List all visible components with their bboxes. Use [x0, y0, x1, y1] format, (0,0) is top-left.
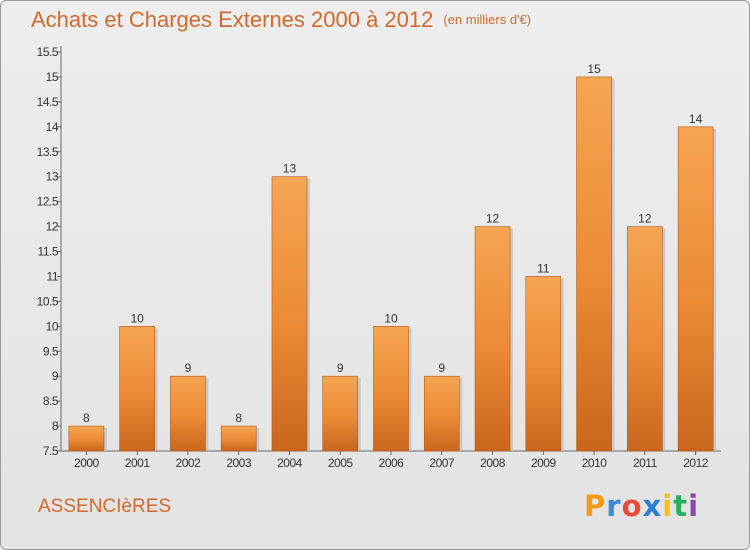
bar-2006 [373, 326, 409, 452]
bar-2003 [220, 425, 257, 452]
x-tick-label: 2006 [379, 456, 405, 470]
value-label: 10 [130, 311, 144, 325]
y-tick-label: 14 [46, 120, 59, 134]
chart-title: Achats et Charges Externes 2000 à 2012 (e… [31, 7, 531, 33]
bar-2004 [271, 176, 308, 452]
x-tick-label: 2012 [683, 456, 709, 470]
y-tick-label: 15.5 [37, 45, 59, 59]
value-label: 12 [638, 212, 652, 226]
logo-letter: x [642, 489, 663, 523]
x-tick-label: 2001 [125, 456, 151, 470]
bar-2012 [677, 126, 714, 452]
y-tick-label: 11 [47, 269, 59, 283]
bar-2010 [576, 76, 612, 452]
y-tick-label: 9.5 [43, 344, 59, 358]
y-tick-label: 8 [52, 419, 59, 433]
logo-letter: o [621, 489, 643, 523]
y-tick-label: 11.5 [38, 245, 59, 259]
value-label: 9 [337, 361, 344, 375]
y-tick-label: 7.5 [43, 444, 59, 458]
x-tick-label: 2011 [633, 456, 658, 470]
bar-2002 [170, 375, 206, 452]
value-label: 9 [438, 361, 445, 375]
y-tick-label: 15 [46, 70, 59, 84]
y-tick-label: 10 [46, 319, 59, 333]
logo-letter: r [606, 489, 622, 523]
logo-letter: P [584, 489, 607, 523]
title-text: Achats et Charges Externes 2000 à 2012 [31, 7, 434, 32]
bar-2011 [627, 226, 663, 452]
bar-2005 [322, 375, 359, 452]
value-label: 12 [486, 212, 500, 226]
bar-2008 [474, 226, 511, 452]
value-label: 8 [235, 411, 242, 425]
y-tick-label: 14.5 [37, 95, 59, 109]
logo-letter: t [673, 489, 689, 523]
x-tick-label: 2007 [429, 456, 455, 470]
y-tick-label: 12.5 [37, 195, 59, 209]
unit-label: (en milliers d'€) [443, 12, 532, 27]
logo-letter: i [662, 489, 674, 523]
x-tick-label: 2002 [176, 456, 202, 470]
bar-2000 [68, 425, 105, 452]
x-tick-label: 2010 [582, 456, 608, 470]
x-tick-label: 2005 [328, 456, 354, 470]
y-tick-label: 10.5 [37, 294, 59, 308]
x-tick-label: 2009 [531, 456, 557, 470]
bar-2007 [423, 375, 460, 452]
y-tick-label: 12 [46, 220, 59, 234]
value-label: 13 [283, 162, 297, 176]
x-tick-label: 2008 [480, 456, 506, 470]
value-label: 11 [537, 261, 550, 275]
value-label: 15 [587, 62, 601, 76]
logo-letter: i [688, 489, 700, 523]
x-tick-label: 2000 [74, 456, 100, 470]
commune-name: ASSENCIèRES [38, 496, 172, 517]
bar-2001 [119, 326, 155, 452]
value-label: 9 [185, 361, 192, 375]
value-label: 8 [83, 411, 90, 425]
y-tick-label: 8.5 [43, 394, 59, 408]
x-tick-label: 2004 [277, 456, 303, 470]
proxiti-logo: Proxiti [584, 489, 699, 523]
bar-2009 [525, 276, 562, 452]
x-tick-label: 2003 [226, 456, 252, 470]
value-label: 14 [689, 112, 703, 126]
y-tick-label: 13 [46, 170, 59, 184]
y-tick-label: 9 [52, 369, 59, 383]
value-label: 10 [384, 311, 398, 325]
y-tick-label: 13.5 [37, 145, 59, 159]
